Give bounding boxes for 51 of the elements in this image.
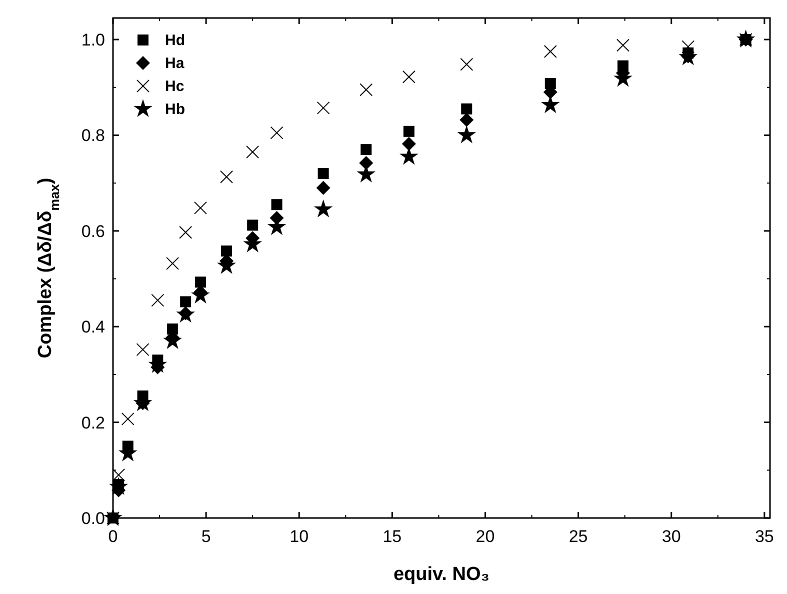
point <box>402 136 416 151</box>
point <box>360 83 373 96</box>
x-axis-title: equiv. NO₃ <box>393 564 490 585</box>
point <box>360 144 372 156</box>
point <box>314 199 333 218</box>
point <box>316 101 330 114</box>
point <box>544 44 557 58</box>
point <box>220 170 234 184</box>
x-tick-label: 30 <box>662 527 681 546</box>
point <box>247 220 258 231</box>
x-tick-label: 20 <box>476 527 495 546</box>
point <box>194 201 207 214</box>
point <box>194 276 206 288</box>
x-tick-label: 10 <box>290 527 309 546</box>
point <box>179 226 192 239</box>
point <box>112 468 126 482</box>
legend-label: Hd <box>165 32 185 49</box>
x-tick-label: 0 <box>108 527 118 546</box>
y-tick-label: 1.0 <box>81 30 105 50</box>
point <box>136 343 150 356</box>
point <box>180 296 192 308</box>
y-tick-label: 0.2 <box>81 413 105 432</box>
point <box>461 103 472 114</box>
point <box>246 145 260 158</box>
legend-label: Hb <box>165 101 185 118</box>
point <box>221 246 232 257</box>
y-tick-label: 0.6 <box>81 222 105 241</box>
point <box>121 412 134 426</box>
x-tick-label: 35 <box>754 527 774 546</box>
point <box>403 126 414 137</box>
x-tick-label: 5 <box>201 527 211 546</box>
point <box>109 477 128 495</box>
point <box>460 112 474 127</box>
point <box>359 156 374 170</box>
x-tick-label: 15 <box>382 527 402 546</box>
point <box>402 70 416 84</box>
y-tick-label: 0.0 <box>81 509 105 528</box>
y-tick-label: 0.8 <box>81 126 105 146</box>
legend-label: Hc <box>165 78 184 95</box>
point <box>270 126 284 140</box>
point <box>316 180 330 195</box>
x-tick-label: 25 <box>568 527 588 546</box>
point <box>457 125 476 144</box>
legend-label: Ha <box>165 55 185 72</box>
point <box>616 38 630 52</box>
y-tick-label: 0.4 <box>81 318 105 337</box>
point <box>166 256 180 270</box>
point <box>318 168 329 179</box>
point <box>151 294 164 307</box>
point <box>271 199 282 210</box>
point <box>460 58 474 71</box>
